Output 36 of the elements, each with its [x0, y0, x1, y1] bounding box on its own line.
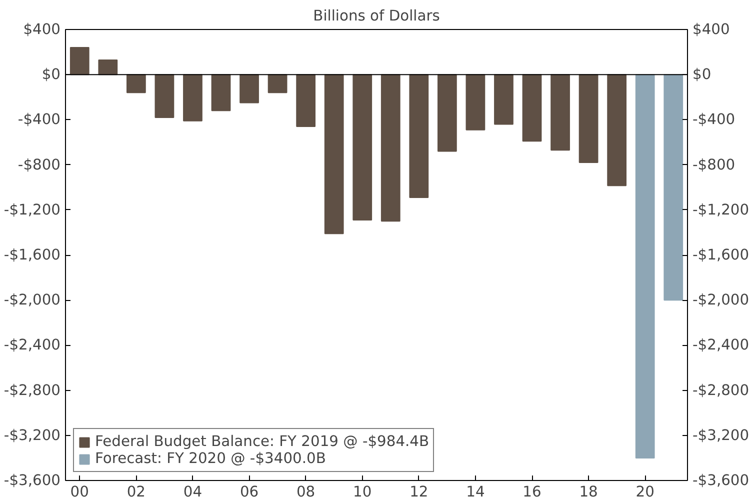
x-tick-label: 18: [579, 484, 598, 499]
y2-tick-label: -$2,000: [692, 292, 750, 309]
legend-label: Federal Budget Balance: FY 2019 @ -$984.4B: [95, 433, 430, 450]
x-tick-label: 12: [410, 484, 428, 499]
x-tick-label: 04: [183, 484, 202, 499]
y-tick-label: -$2,400: [4, 336, 61, 354]
y2-tick-label: $0: [692, 66, 712, 84]
y-tick-label: -$400: [18, 111, 61, 128]
y2-tick-label: -$800: [692, 156, 736, 174]
y-tick-label: -$3,600: [4, 472, 61, 489]
chart-title: Billions of Dollars: [313, 8, 440, 24]
x-tick-label: 06: [240, 484, 259, 499]
y2-tick-label: -$1,600: [692, 246, 750, 264]
y-tick-label: -$2,800: [4, 382, 61, 399]
y-tick-label: $0: [42, 66, 61, 84]
y-tick-label: -$2,000: [4, 292, 61, 309]
y2-tick-label: $400: [692, 21, 730, 38]
y-tick-label: -$800: [18, 156, 61, 174]
y-tick-label: -$1,200: [4, 201, 61, 218]
x-tick-label: 16: [522, 484, 542, 499]
y2-tick-label: -$3,200: [692, 426, 750, 444]
y-tick-label: -$3,200: [4, 426, 61, 444]
x-tick-label: 10: [353, 484, 372, 499]
x-tick-label: 02: [126, 484, 146, 499]
y-tick-label: -$1,600: [4, 246, 61, 264]
y2-tick-label: -$2,400: [692, 336, 750, 354]
x-tick-label: 00: [70, 484, 89, 499]
x-tick-label: 14: [466, 484, 485, 499]
y2-tick-label: -$400: [692, 111, 736, 128]
x-tick-label: 08: [296, 484, 316, 499]
y-tick-label: $400: [23, 21, 61, 38]
y2-tick-label: -$3,600: [692, 472, 750, 489]
legend-label: Forecast: FY 2020 @ -$3400.0B: [95, 450, 326, 467]
y2-tick-label: -$2,800: [692, 382, 750, 399]
x-tick-label: 20: [636, 484, 654, 499]
y2-tick-label: -$1,200: [692, 201, 750, 218]
